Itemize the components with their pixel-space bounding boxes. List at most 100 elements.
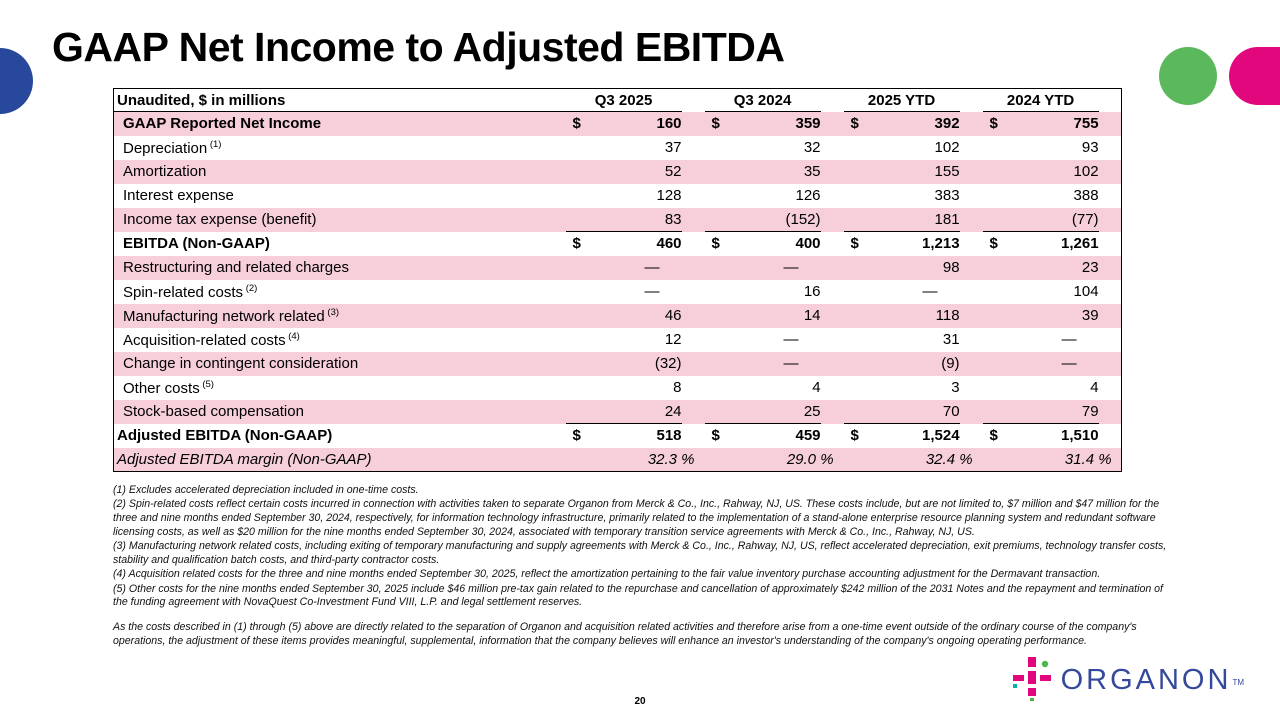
spacer-cell	[682, 304, 705, 328]
spacer-cell	[821, 184, 844, 208]
value-cell: (77)	[1071, 210, 1099, 228]
spacer-cell	[960, 256, 983, 280]
currency-cell	[983, 184, 1011, 208]
currency-cell	[844, 352, 872, 376]
spacer-cell	[960, 160, 983, 184]
value-cell: —	[783, 355, 799, 372]
value-cell: 31.4 %	[1064, 450, 1112, 468]
currency-cell	[705, 400, 733, 424]
value-cell: 98	[942, 259, 960, 276]
footnote-marker: (1)	[207, 138, 222, 150]
value-cell: 4	[812, 379, 821, 396]
currency-cell	[705, 160, 733, 184]
spacer-cell	[682, 160, 705, 184]
currency-cell	[566, 352, 594, 376]
spacer-cell	[682, 376, 705, 400]
spacer-cell	[682, 352, 705, 376]
value-cell: 25	[803, 402, 821, 420]
spacer-cell	[960, 304, 983, 328]
value-cell: 1,261	[1010, 231, 1099, 256]
currency-cell	[705, 448, 733, 472]
currency-cell	[705, 184, 733, 208]
currency-cell	[844, 208, 872, 232]
value-cell: 31	[942, 331, 960, 348]
currency-cell	[566, 160, 594, 184]
spacer-cell	[682, 208, 705, 232]
currency-cell	[566, 136, 594, 160]
spacer-cell	[821, 89, 844, 112]
spacer-cell	[821, 280, 844, 304]
currency-cell	[844, 328, 872, 352]
value-cell: 79	[1081, 402, 1099, 420]
spacer-cell	[821, 160, 844, 184]
reconciliation-table: Unaudited, $ in millions Q3 2025 Q3 2024…	[113, 88, 1123, 472]
value-cell: 32.4 %	[925, 450, 973, 468]
currency-cell	[566, 304, 594, 328]
currency-cell	[983, 160, 1011, 184]
spacer-cell	[1099, 256, 1122, 280]
spacer-cell	[1099, 208, 1122, 232]
spacer-cell	[821, 112, 844, 136]
row-label: Adjusted EBITDA margin (Non-GAAP)	[117, 450, 372, 468]
value-cell: 400	[732, 231, 821, 256]
spacer-cell	[960, 232, 983, 256]
value-cell: 29.0 %	[786, 450, 834, 468]
row-label: EBITDA (Non-GAAP)	[123, 235, 270, 252]
currency-cell	[705, 352, 733, 376]
value-cell: 102	[1073, 163, 1099, 180]
currency-cell	[983, 136, 1011, 160]
footnote-2: (2) Spin-related costs reflect certain c…	[113, 498, 1160, 538]
spacer-cell	[960, 112, 983, 136]
spacer-cell	[1099, 304, 1122, 328]
spacer-cell	[1099, 328, 1122, 352]
spacer-cell	[1099, 376, 1122, 400]
currency-cell	[844, 400, 872, 424]
value-cell: 4	[1090, 379, 1099, 396]
table-row: Change in contingent consideration (32) — (…	[113, 351, 1122, 376]
currency-cell	[983, 400, 1011, 424]
value-cell: 126	[795, 187, 821, 204]
currency-cell	[566, 256, 594, 280]
organon-logo-mark-icon	[1012, 657, 1052, 706]
table-row: Acquisition-related costs (4) 12 — 31 —	[114, 328, 1122, 352]
column-header-2025-ytd: 2025 YTD	[843, 88, 960, 112]
currency-cell	[983, 304, 1011, 328]
spacer-cell	[1099, 136, 1122, 160]
row-label: Other costs (5)	[123, 378, 214, 397]
currency-cell	[983, 328, 1011, 352]
currency-cell	[566, 400, 594, 424]
value-cell: 12	[664, 331, 682, 348]
currency-cell	[844, 280, 872, 304]
currency-cell	[844, 256, 872, 280]
footnotes-block: (1) Excludes accelerated depreciation in…	[113, 484, 1171, 649]
footnote-marker: (2)	[243, 282, 258, 294]
currency-cell: $	[704, 423, 733, 448]
left-accent-semicircle	[0, 48, 33, 114]
spacer-cell	[960, 136, 983, 160]
spacer-cell	[821, 136, 844, 160]
page-title: GAAP Net Income to Adjusted EBITDA	[52, 24, 785, 70]
value-cell: 16	[803, 283, 821, 300]
value-cell: —	[1061, 331, 1077, 348]
spacer-cell	[821, 208, 844, 232]
spacer-cell	[960, 89, 983, 112]
footnote-1: (1) Excludes accelerated depreciation in…	[113, 484, 419, 496]
value-cell: 104	[1073, 283, 1099, 300]
row-label: Amortization	[123, 163, 207, 180]
value-cell: 359	[795, 115, 821, 133]
currency-cell: $	[850, 115, 859, 133]
spacer-cell	[682, 256, 705, 280]
value-cell: 392	[934, 115, 960, 133]
currency-cell: $	[843, 423, 872, 448]
spacer-cell	[1099, 424, 1122, 448]
value-cell: 46	[664, 307, 682, 324]
value-cell: 459	[732, 423, 821, 448]
row-label: Restructuring and related charges	[123, 259, 349, 276]
row-label: Stock-based compensation	[123, 403, 304, 420]
green-circle-accent	[1159, 47, 1217, 105]
currency-cell	[705, 376, 733, 400]
spacer-cell	[821, 400, 844, 424]
organon-wordmark: ORGANON	[1060, 664, 1232, 696]
footnote-marker: (5)	[199, 378, 214, 390]
row-label: Interest expense	[123, 187, 234, 204]
